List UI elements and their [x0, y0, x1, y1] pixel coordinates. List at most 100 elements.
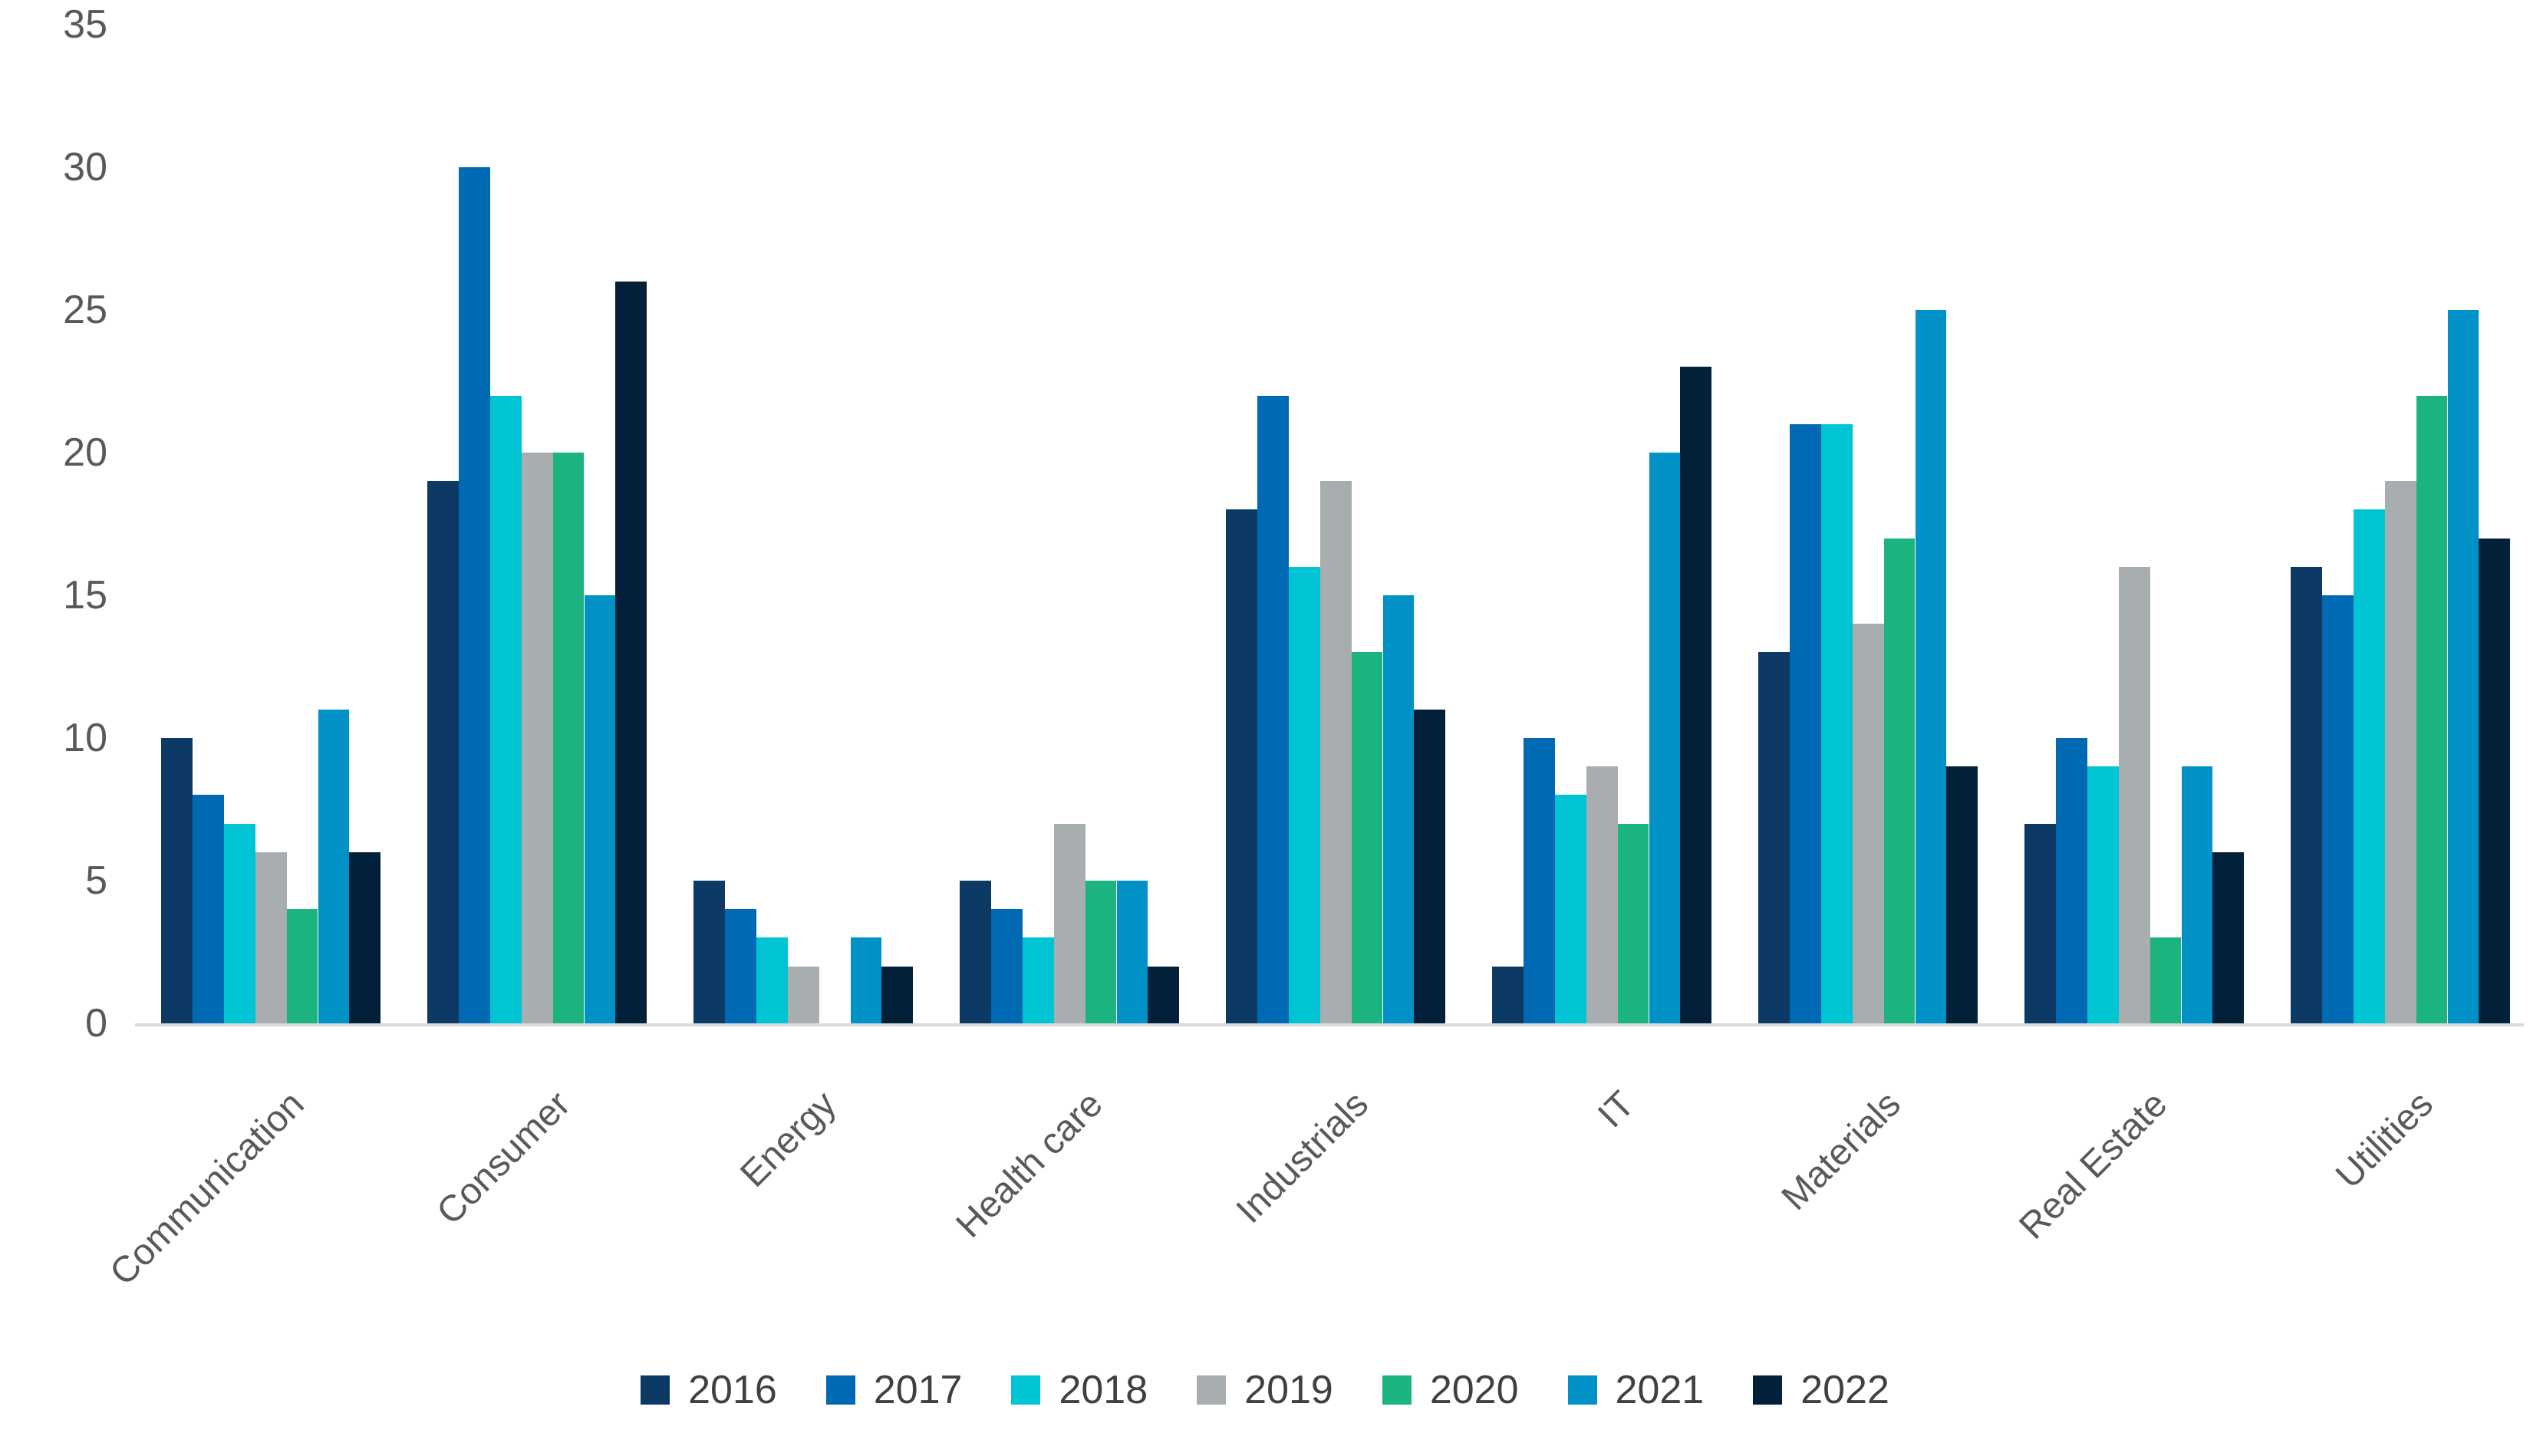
- legend-swatch-2017: [825, 1375, 855, 1405]
- y-axis-tick-label-20: 20: [63, 430, 107, 475]
- bar-consumer-2022: [615, 281, 647, 1023]
- legend-item-2016: 2016: [641, 1367, 777, 1413]
- legend-swatch-2016: [641, 1375, 670, 1405]
- legend-label-2016: 2016: [688, 1368, 777, 1412]
- category-label-consumer: Consumer: [429, 1083, 578, 1233]
- category-label-utilities: Utilities: [2328, 1083, 2442, 1197]
- bar-materials-2021: [1915, 310, 1947, 1023]
- bar-utilities-2016: [2291, 566, 2322, 1023]
- bar-communication-2021: [318, 709, 350, 1023]
- bar-health-care-2017: [990, 909, 1023, 1023]
- bar-consumer-2020: [552, 453, 585, 1023]
- bar-energy-2017: [724, 909, 756, 1023]
- y-axis-tick-label-35: 35: [63, 2, 107, 47]
- category-label-industrials: Industrials: [1229, 1083, 1377, 1231]
- category-label-energy: Energy: [733, 1083, 845, 1195]
- bar-utilities-2019: [2384, 481, 2416, 1023]
- bar-utilities-2018: [2353, 509, 2385, 1023]
- bar-energy-2019: [787, 966, 819, 1023]
- bar-utilities-2022: [2479, 538, 2511, 1023]
- bar-industrials-2018: [1288, 566, 1320, 1023]
- bar-health-care-2020: [1085, 881, 1117, 1023]
- bar-health-care-2022: [1148, 966, 1180, 1023]
- bar-real-estate-2020: [2150, 937, 2182, 1023]
- legend-swatch-2022: [1753, 1375, 1783, 1405]
- bar-it-2022: [1680, 367, 1712, 1023]
- bar-communication-2019: [255, 852, 287, 1023]
- bar-utilities-2020: [2416, 395, 2448, 1023]
- legend-item-2019: 2019: [1197, 1367, 1333, 1413]
- y-axis-tick-label-10: 10: [63, 716, 107, 760]
- bar-it-2021: [1649, 453, 1681, 1023]
- bar-communication-2016: [161, 738, 193, 1023]
- bar-it-2020: [1617, 823, 1649, 1023]
- legend-item-2020: 2020: [1382, 1367, 1519, 1413]
- bar-communication-2022: [349, 852, 381, 1023]
- y-axis-tick-label-30: 30: [63, 145, 107, 189]
- bar-health-care-2016: [960, 881, 991, 1023]
- bar-consumer-2017: [458, 167, 490, 1023]
- bar-communication-2017: [192, 795, 224, 1023]
- bar-energy-2018: [756, 937, 788, 1023]
- bar-materials-2022: [1946, 766, 1978, 1023]
- legend-item-2021: 2021: [1567, 1367, 1705, 1413]
- bar-health-care-2019: [1053, 823, 1085, 1023]
- bar-materials-2017: [1789, 423, 1821, 1023]
- bar-industrials-2019: [1319, 481, 1352, 1023]
- category-label-health-care: Health care: [948, 1083, 1111, 1246]
- bar-materials-2019: [1852, 624, 1884, 1023]
- bar-materials-2016: [1758, 652, 1790, 1023]
- bar-real-estate-2018: [2087, 766, 2119, 1023]
- legend-label-2021: 2021: [1615, 1368, 1705, 1412]
- legend-label-2020: 2020: [1429, 1368, 1519, 1412]
- category-label-real-estate: Real Estate: [2011, 1083, 2176, 1247]
- bar-real-estate-2021: [2181, 766, 2213, 1023]
- bar-energy-2022: [881, 966, 914, 1023]
- bar-real-estate-2016: [2024, 823, 2056, 1023]
- legend-label-2017: 2017: [873, 1368, 963, 1412]
- bar-it-2018: [1554, 795, 1586, 1023]
- bar-real-estate-2022: [2212, 852, 2245, 1023]
- bar-industrials-2017: [1257, 395, 1289, 1023]
- bar-materials-2020: [1883, 538, 1916, 1023]
- bar-health-care-2021: [1116, 881, 1148, 1023]
- category-label-communication: Communication: [102, 1083, 312, 1293]
- bar-real-estate-2017: [2055, 738, 2087, 1023]
- legend-swatch-2018: [1011, 1375, 1041, 1405]
- bar-utilities-2021: [2447, 310, 2479, 1023]
- bar-consumer-2016: [427, 481, 459, 1023]
- y-axis-tick-label-5: 5: [85, 858, 107, 903]
- bar-it-2017: [1523, 738, 1555, 1023]
- bar-industrials-2021: [1382, 595, 1415, 1023]
- bar-it-2016: [1492, 966, 1524, 1023]
- bar-consumer-2018: [489, 395, 522, 1023]
- bar-real-estate-2019: [2118, 566, 2150, 1023]
- bar-consumer-2019: [521, 453, 553, 1023]
- bar-energy-2016: [693, 881, 725, 1023]
- bar-energy-2021: [850, 937, 882, 1023]
- legend-swatch-2020: [1382, 1375, 1412, 1405]
- y-axis-tick-label-15: 15: [63, 573, 107, 618]
- bar-consumer-2021: [584, 595, 616, 1023]
- category-label-materials: Materials: [1774, 1083, 1909, 1218]
- y-axis-tick-label-0: 0: [85, 1001, 107, 1046]
- bar-materials-2018: [1820, 423, 1853, 1023]
- bar-industrials-2022: [1414, 709, 1446, 1023]
- bar-communication-2018: [223, 823, 255, 1023]
- category-label-it: IT: [1590, 1083, 1643, 1136]
- legend-swatch-2019: [1197, 1375, 1227, 1405]
- bar-industrials-2020: [1351, 652, 1383, 1023]
- legend-label-2022: 2022: [1800, 1368, 1889, 1412]
- legend-label-2018: 2018: [1059, 1368, 1148, 1412]
- bar-communication-2020: [286, 909, 318, 1023]
- legend-swatch-2021: [1567, 1375, 1597, 1405]
- legend-item-2022: 2022: [1753, 1367, 1889, 1413]
- legend: 2016 2017 2018 2019 2020 2021 2022: [0, 1367, 2530, 1413]
- legend-label-2019: 2019: [1244, 1368, 1333, 1412]
- legend-item-2018: 2018: [1011, 1367, 1148, 1413]
- legend-item-2017: 2017: [825, 1367, 963, 1413]
- bar-it-2019: [1586, 766, 1618, 1023]
- bar-industrials-2016: [1226, 509, 1257, 1023]
- bar-utilities-2017: [2321, 595, 2354, 1023]
